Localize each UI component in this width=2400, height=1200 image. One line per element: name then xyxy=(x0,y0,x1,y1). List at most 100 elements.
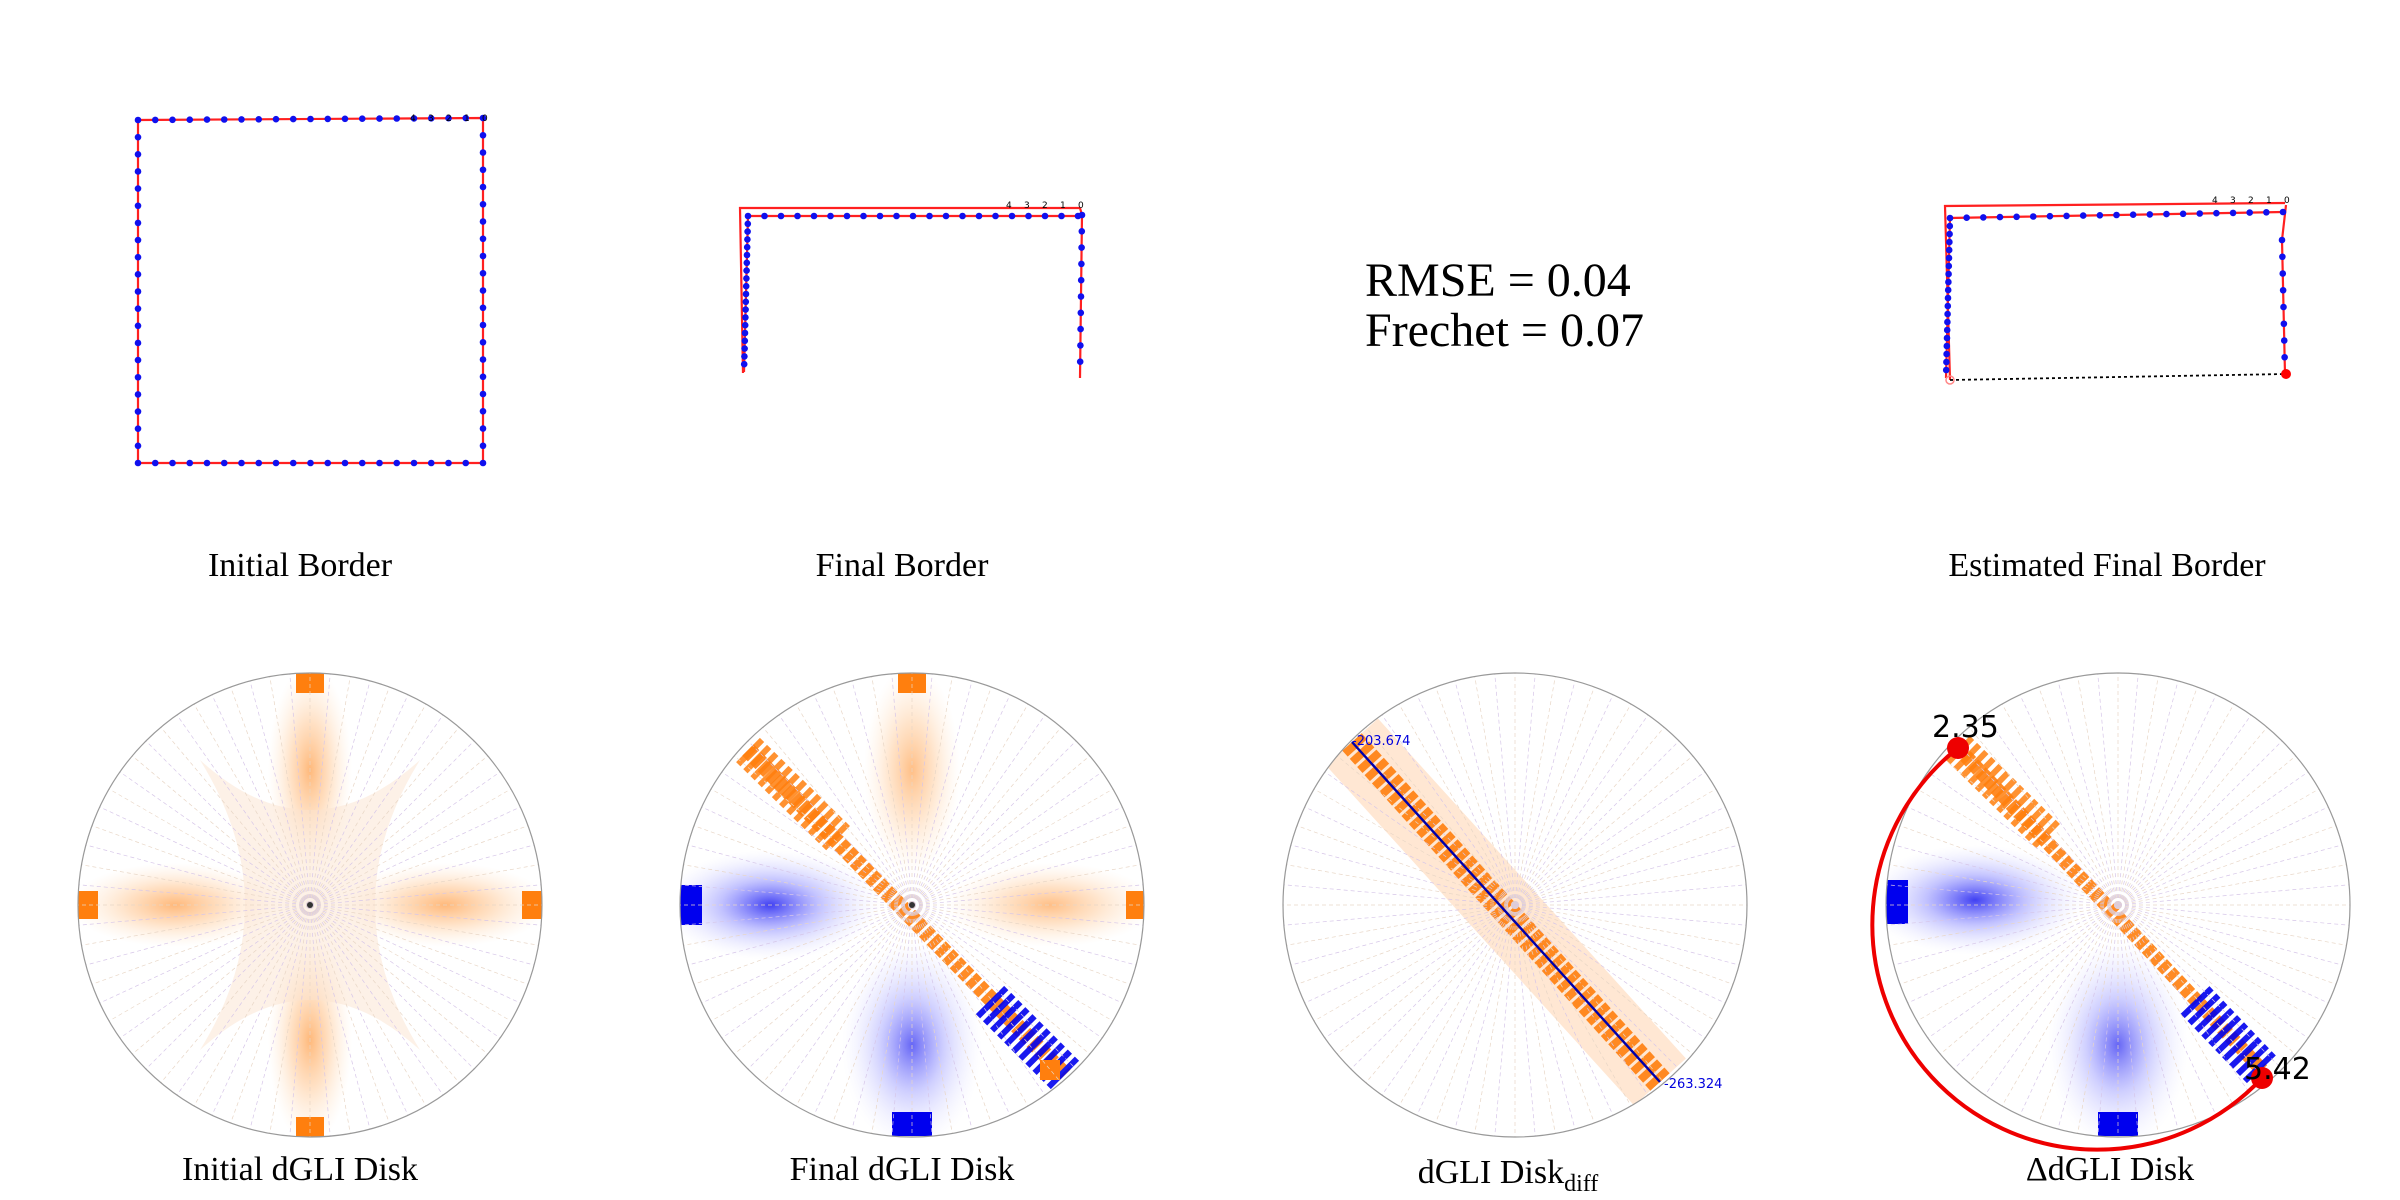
disk-spoke xyxy=(1435,686,1516,906)
disk-spoke xyxy=(1313,904,1516,1022)
disk-spoke xyxy=(911,904,1011,1116)
disk-spoke xyxy=(269,676,311,906)
disk-spoke xyxy=(2019,694,2119,906)
vertex-dot xyxy=(827,212,834,220)
disk-spoke xyxy=(1474,676,1516,906)
disk-outline xyxy=(1885,672,2351,1138)
vertex-dot xyxy=(1946,238,1953,246)
disk-spoke xyxy=(2001,904,2119,1107)
disk-spoke xyxy=(2117,755,2296,906)
disk-spoke xyxy=(911,694,1011,906)
disk-spoke xyxy=(721,904,913,1039)
disk-spoke xyxy=(309,904,409,1116)
vertex-dot xyxy=(151,116,159,124)
vertex-dot xyxy=(220,116,228,123)
vertex-dot xyxy=(926,212,933,220)
diff-diagonal-line xyxy=(1351,741,1661,1083)
initial-border-vertices xyxy=(134,114,487,467)
vertex-dot xyxy=(1077,325,1084,333)
vertex-dot xyxy=(393,459,401,467)
disk-spoke xyxy=(309,694,409,906)
vertex-dot xyxy=(134,408,142,415)
vertex-dot xyxy=(2279,208,2287,216)
disk-spoke xyxy=(2117,904,2329,1004)
vertex-dot xyxy=(479,218,487,225)
vertex-dot xyxy=(2163,210,2170,218)
vertex-dot xyxy=(743,243,751,251)
vertex-dot xyxy=(777,212,785,220)
disk-spoke xyxy=(132,755,311,906)
disk-spoke xyxy=(1514,788,1717,906)
vertex-dot xyxy=(1963,214,1970,221)
vertex-dot xyxy=(255,459,263,467)
disk-spoke xyxy=(891,673,913,906)
disk-outline xyxy=(679,672,1145,1138)
disk-spoke xyxy=(911,755,1090,906)
diff-disk-title-main: dGLI Disk xyxy=(1418,1154,1564,1191)
vertex-label-4: 4 xyxy=(2212,196,2218,206)
vertex-dot xyxy=(2280,303,2287,311)
disk-spoke xyxy=(81,864,311,906)
vertex-dot xyxy=(742,290,750,298)
diff-end-value: -263.324 xyxy=(1664,1077,1722,1092)
disk-spoke xyxy=(871,904,913,1134)
disk-spoke xyxy=(1337,904,1516,1055)
disk-spoke xyxy=(1893,904,2119,966)
disk-spoke xyxy=(1296,825,1516,906)
disk-spoke xyxy=(832,904,913,1124)
disk-spoke xyxy=(145,904,311,1070)
disk-spoke xyxy=(1940,755,2119,906)
vertex-dot xyxy=(2129,211,2137,218)
delta-arc xyxy=(1870,746,2264,1152)
initial-dglI-disk xyxy=(77,672,543,1138)
vertex-dot xyxy=(2279,270,2287,277)
vertex-dot xyxy=(744,228,751,235)
vertex-dot xyxy=(744,236,751,243)
disk-spoke xyxy=(309,806,521,906)
vertex-dot xyxy=(479,200,487,208)
vertex-dot xyxy=(1078,260,1085,268)
disk-spoke xyxy=(309,788,512,906)
vertex-dot xyxy=(2079,212,2087,219)
disk-spoke xyxy=(1350,740,1516,906)
disk-spoke xyxy=(2117,676,2159,906)
vertex-dot xyxy=(741,353,748,360)
disk-spoke xyxy=(911,904,1046,1096)
vertex-dot xyxy=(134,322,142,330)
vertex-dot xyxy=(307,459,314,467)
disk-spoke xyxy=(911,904,1062,1083)
disk-spoke xyxy=(2117,740,2283,906)
vertex-label-0: 0 xyxy=(1078,201,1084,211)
diff-start-value: -203.674 xyxy=(1352,734,1410,749)
vertex-dot xyxy=(742,282,750,290)
vertex-dot xyxy=(376,115,383,122)
vertex-dot xyxy=(1945,270,1952,278)
disk-spoke xyxy=(747,904,913,1070)
disk-spoke xyxy=(911,904,1029,1107)
disk-spoke xyxy=(1514,904,1665,1083)
disk-spoke xyxy=(1514,825,1734,906)
disk-spoke xyxy=(1514,904,1717,1022)
initial-border-title: Initial Border xyxy=(208,547,393,584)
disk-spoke xyxy=(309,904,512,1022)
disk-spoke xyxy=(1416,694,1516,906)
disk-spoke xyxy=(309,755,488,906)
vertex-dot xyxy=(743,275,750,282)
disk-spoke xyxy=(1514,904,1576,1130)
vertex-dot xyxy=(1943,358,1950,366)
vertex-dot xyxy=(2246,209,2253,216)
disk-spoke xyxy=(1927,771,2119,906)
vertex-dot xyxy=(2146,211,2154,218)
disk-spoke xyxy=(2117,714,2252,906)
vertex-dot xyxy=(341,459,349,467)
disk-spoke xyxy=(309,904,351,1134)
disk-spoke xyxy=(1514,904,1726,1004)
vertex-dot xyxy=(1944,294,1952,302)
final-vertex-labels: 4 3 2 1 0 xyxy=(1006,201,1084,211)
disk-spoke xyxy=(2117,904,2309,1039)
vertex-label-1: 1 xyxy=(464,114,470,124)
disk-spoke xyxy=(687,844,913,906)
disk-spoke xyxy=(911,904,992,1124)
disk-spoke xyxy=(813,904,913,1116)
vertex-dot xyxy=(741,337,749,345)
